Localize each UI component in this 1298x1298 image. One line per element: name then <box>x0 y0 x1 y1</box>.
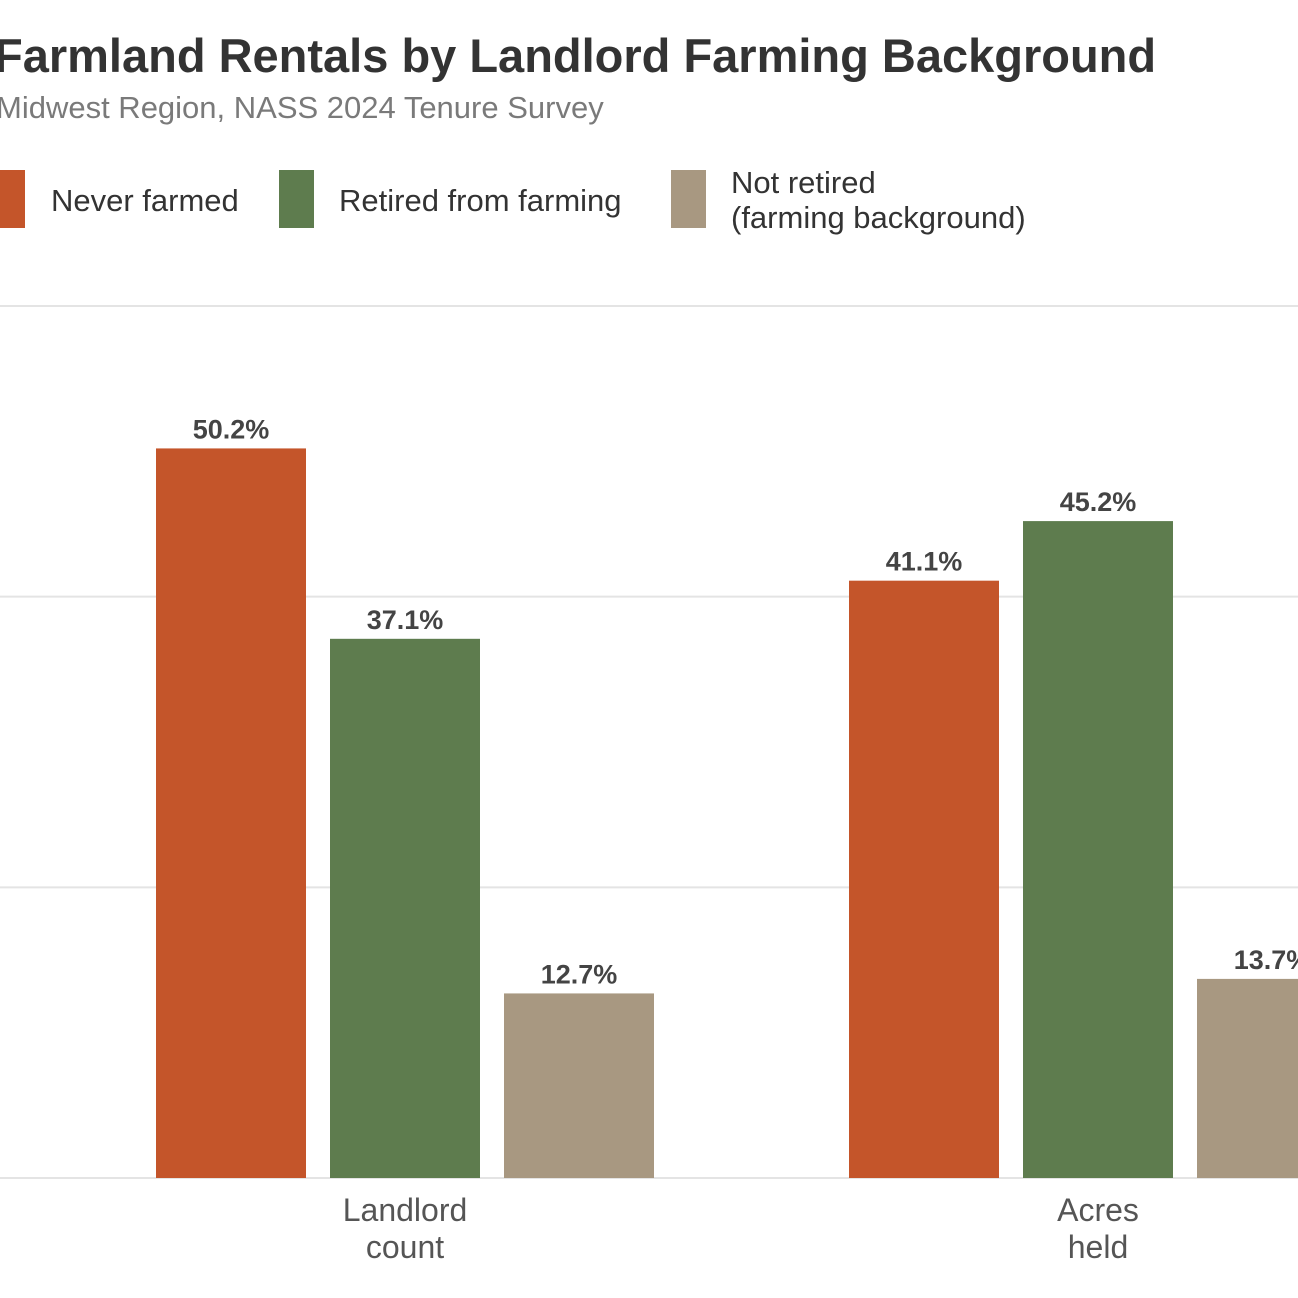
legend-swatch-not-retired <box>671 170 706 228</box>
category-label-0-line2: count <box>366 1229 444 1265</box>
category-label-1-line2: held <box>1068 1229 1129 1265</box>
data-labels: 50.2% 37.1% 12.7% 41.1% 45.2% 13.7% <box>193 414 1298 989</box>
legend-label-retired-from-farming: Retired from farming <box>339 183 622 218</box>
category-label-1-line1: Acres <box>1057 1192 1139 1228</box>
legend-label-not-retired: Not retired <box>731 165 876 200</box>
bar-landlord-count-0 <box>156 448 306 1179</box>
legend-swatch-retired-from-farming <box>279 170 314 228</box>
bar-acres-held-0 <box>849 580 999 1178</box>
legend-label-farming-background: (farming background) <box>731 200 1026 235</box>
data-label-acres-held-0: 41.1% <box>886 547 963 577</box>
bar-acres-held-2 <box>1197 978 1298 1178</box>
bars <box>156 448 1298 1179</box>
category-label-0-line1: Landlord <box>343 1192 468 1228</box>
data-label-landlord-count-1: 37.1% <box>367 605 444 635</box>
bar-acres-held-1 <box>1023 521 1173 1178</box>
data-label-acres-held-2: 13.7% <box>1234 945 1298 975</box>
legend-label-never-farmed: Never farmed <box>51 183 239 218</box>
bar-landlord-count-2 <box>504 993 654 1178</box>
data-label-landlord-count-0: 50.2% <box>193 414 270 444</box>
bar-landlord-count-1 <box>330 638 480 1178</box>
data-label-landlord-count-2: 12.7% <box>541 959 618 989</box>
chart-subtitle: Midwest Region, NASS 2024 Tenure Survey <box>0 90 604 125</box>
chart-title: Farmland Rentals by Landlord Farming Bac… <box>0 29 1157 82</box>
data-label-acres-held-1: 45.2% <box>1060 487 1137 517</box>
legend-swatch-never-farmed <box>0 170 25 228</box>
